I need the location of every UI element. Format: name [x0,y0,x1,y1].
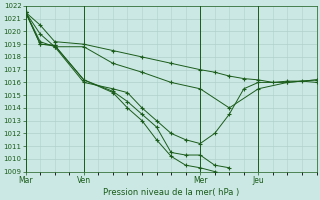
X-axis label: Pression niveau de la mer( hPa ): Pression niveau de la mer( hPa ) [103,188,239,197]
